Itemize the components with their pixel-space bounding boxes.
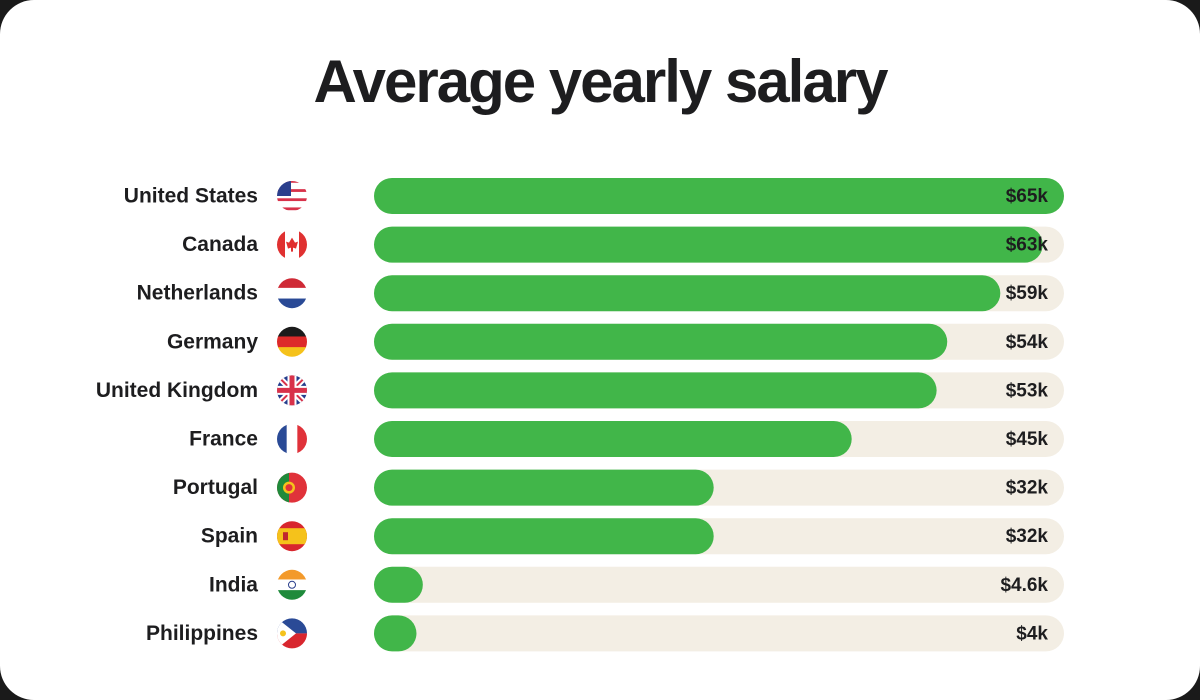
bar [374, 275, 1001, 312]
category-label: Germany [167, 330, 258, 353]
flags [277, 181, 307, 649]
category-label: Netherlands [137, 282, 258, 305]
flag-part [277, 181, 307, 183]
flag-part [277, 336, 307, 348]
category-label: India [209, 573, 258, 596]
value-label: $54k [1006, 332, 1049, 353]
flag-part [277, 189, 307, 192]
bar-track [374, 615, 1064, 652]
flag-part [277, 590, 307, 600]
flag-part [277, 579, 307, 591]
value-label: $45k [1006, 429, 1049, 450]
category-label: Spain [201, 525, 258, 548]
bar [374, 615, 417, 652]
flag-part [277, 326, 307, 337]
flag-part [283, 532, 288, 541]
flag-part [277, 528, 307, 545]
flag [277, 326, 307, 357]
category-label: United States [124, 185, 258, 208]
flag-part [277, 229, 285, 260]
value-label: $59k [1006, 283, 1049, 304]
flag-part [277, 569, 307, 580]
chart-title: Average yearly salary [314, 48, 890, 115]
flag-part [280, 630, 286, 637]
flag [277, 424, 307, 454]
flag-part [277, 278, 307, 289]
bar [374, 178, 1064, 214]
flag [277, 229, 307, 260]
flag-part [277, 298, 307, 309]
flag [277, 569, 307, 600]
category-label: Portugal [173, 476, 258, 499]
value-label: $4k [1016, 623, 1048, 644]
value-label: $53k [1006, 380, 1049, 401]
flag-part [286, 237, 298, 252]
category-label: Philippines [146, 622, 258, 645]
flag-part [277, 375, 307, 406]
flag-part [299, 229, 307, 260]
bar [374, 421, 852, 457]
bar [374, 372, 937, 409]
bar [374, 323, 948, 360]
flag-part [277, 207, 307, 211]
value-label: $65k [1006, 186, 1049, 207]
bar [374, 518, 714, 555]
value-label: $63k [1006, 235, 1049, 256]
flag-part [277, 202, 307, 206]
flag-part [277, 424, 288, 454]
flag-part [286, 424, 298, 454]
category-label: Canada [182, 233, 258, 256]
flag [277, 521, 307, 552]
value-label: $4.6k [1000, 575, 1048, 596]
flag-part [285, 484, 293, 492]
category-label: United Kingdom [96, 379, 258, 402]
value-label: $32k [1006, 478, 1049, 499]
flag-part [288, 580, 296, 589]
flag-part [297, 424, 307, 454]
flag-part [277, 287, 307, 300]
bar [374, 226, 1043, 263]
flag-part [277, 193, 307, 197]
flag [277, 618, 307, 649]
flag [277, 472, 307, 503]
bar [374, 566, 423, 603]
flag-part [277, 347, 307, 357]
value-label: $32k [1006, 526, 1049, 547]
flag [277, 278, 307, 309]
bar-track [374, 566, 1064, 603]
flag-part [277, 198, 307, 202]
flag-part [277, 184, 307, 188]
bar [374, 469, 714, 506]
category-label: France [189, 428, 258, 451]
